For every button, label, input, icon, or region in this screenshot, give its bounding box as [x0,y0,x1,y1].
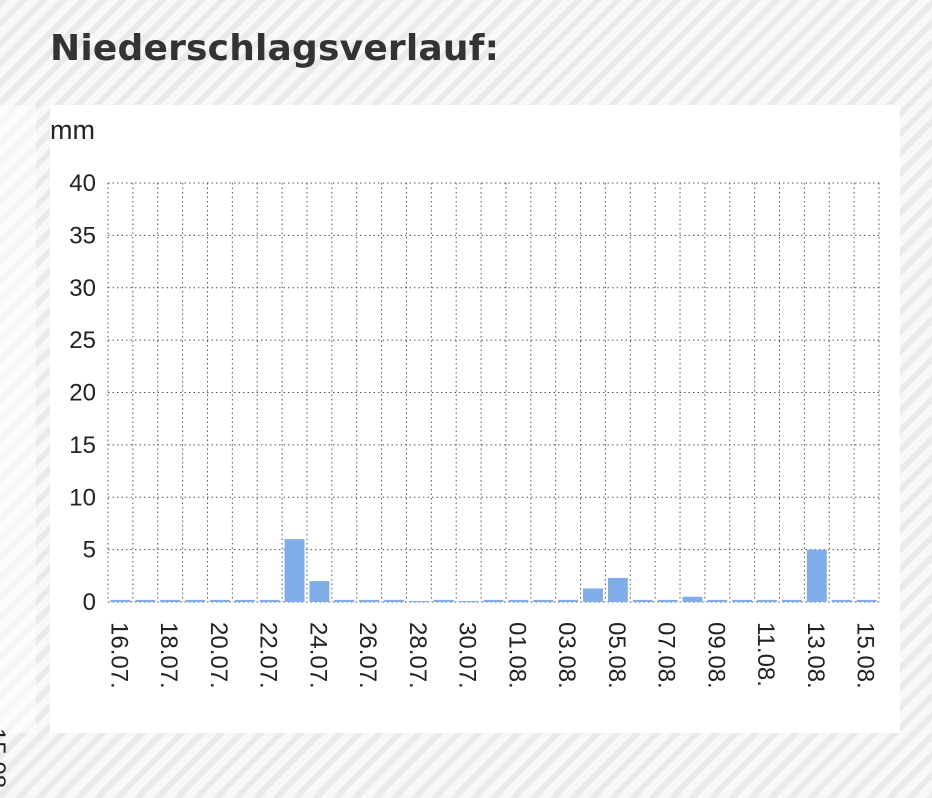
x-tick-label: 01.08. [503,622,530,689]
y-axis: 0 5 10 15 20 25 30 35 40 [69,170,96,616]
chart-grid [107,182,880,603]
left-panel-edge: 15.08. [0,105,36,795]
bar [483,599,504,602]
x-tick-label: 16.07. [105,622,132,689]
x-tick-label: 07.08. [653,622,680,689]
y-tick-label: 40 [69,170,96,197]
x-tick-label: 20.07. [205,622,232,689]
precipitation-chart: 0 5 10 15 20 25 30 35 40 16.07. 18.07. 20.07. 22.07… [50,115,880,689]
y-tick-label: 0 [83,589,96,616]
y-tick-label: 25 [69,327,96,354]
bar [209,599,230,602]
precipitation-chart-panel: 0 5 10 15 20 25 30 35 40 16.07. 18.07. 20.07. 22.07… [50,105,900,733]
clipped-date-label: 15.08. [0,728,10,798]
bar [806,549,827,602]
x-tick-label: 15.08. [852,622,879,689]
bar [657,599,678,602]
bar [533,599,554,602]
page-title: Niederschlagsverlauf: [50,28,500,69]
x-tick-label: 18.07. [155,622,182,689]
bar [458,600,479,602]
y-tick-label: 5 [83,537,96,564]
x-tick-label: 13.08. [802,622,829,689]
bar [607,577,628,602]
bar [408,600,429,602]
bar [583,588,603,602]
x-tick-label: 28.07. [404,622,431,689]
bar [782,599,802,602]
y-tick-label: 15 [69,432,96,459]
x-tick-label: 09.08. [702,622,729,689]
bar [259,599,280,602]
bar [558,599,579,602]
x-axis: 16.07. 18.07. 20.07. 22.07. 24.07. 26.07. 28.0… [105,622,878,689]
x-tick-label: 11.08. [752,622,779,687]
x-tick-label: 05.08. [603,622,630,689]
bar [732,599,753,602]
bar [309,581,330,602]
bar [234,599,255,602]
bar [433,599,454,602]
bar [707,599,728,602]
y-tick-label: 30 [69,275,96,302]
bar [359,599,380,602]
y-tick-label: 20 [69,380,96,407]
bar [135,599,156,602]
y-tick-label: 35 [69,222,96,249]
x-tick-label: 24.07. [304,622,331,689]
bar [508,599,529,602]
bar [757,599,778,602]
x-tick-label: 22.07. [255,622,282,689]
bar [384,599,404,602]
bar [831,599,852,602]
x-tick-label: 30.07. [454,622,481,689]
bar [110,599,131,602]
clipped-date-label-text: 15.08. [0,728,10,795]
y-tick-label: 10 [69,484,96,511]
x-tick-label: 26.07. [354,622,381,689]
bar [856,599,877,602]
bar [160,599,181,602]
y-axis-label: mm [50,115,95,145]
bars [110,539,877,602]
bar [682,596,703,602]
bar [185,599,205,602]
x-tick-label: 03.08. [553,622,580,689]
bar [334,599,355,602]
bar [284,539,305,602]
bar [632,599,653,602]
